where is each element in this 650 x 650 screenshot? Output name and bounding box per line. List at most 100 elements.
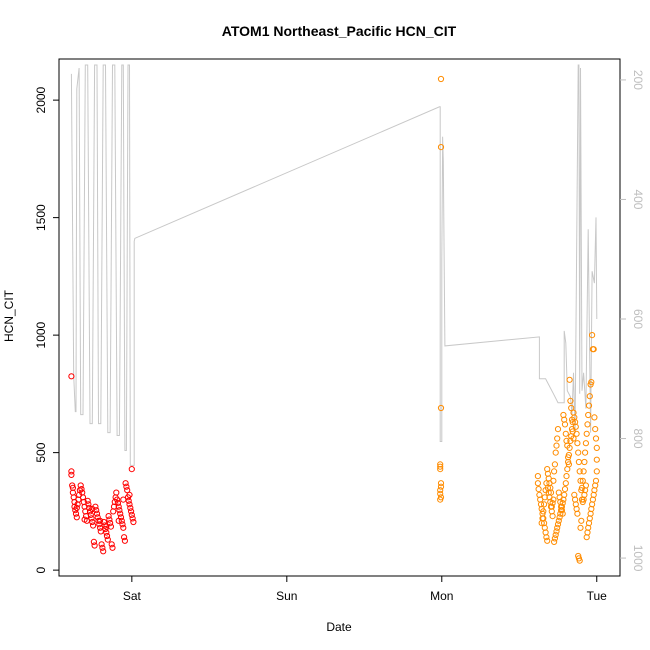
series-1-point [68, 373, 75, 380]
series-2-point [558, 503, 566, 510]
series-2-point [576, 557, 583, 564]
y-tick-label: 1000 [34, 321, 48, 348]
series-2-point [564, 466, 571, 473]
series-2-point [568, 426, 576, 433]
series-1-point [105, 513, 112, 520]
series-1-point [128, 511, 135, 519]
series-2-point [538, 520, 545, 527]
series-2-point [581, 458, 588, 466]
series-2-point [584, 421, 591, 428]
series-2-point [575, 458, 583, 466]
series-2-point [535, 486, 542, 493]
series-2-point [582, 449, 589, 456]
series-1-point [125, 497, 132, 504]
series-2-point [593, 444, 600, 451]
altitude-line [70, 64, 598, 466]
series-2-point [534, 480, 542, 487]
series-1-point [86, 504, 93, 511]
series-1-point [100, 518, 108, 526]
series-1-point [126, 501, 133, 508]
x-axis-label: Date [326, 620, 352, 634]
series-1-point [100, 548, 107, 555]
series-2-point [585, 402, 593, 409]
series-1-point [114, 500, 122, 507]
series-2-point [549, 500, 556, 507]
series-2-point [567, 397, 574, 404]
series-2-point [583, 430, 590, 437]
series-2-point [568, 404, 575, 412]
series-1-point [124, 487, 131, 494]
y2-tick-label: 1000 [631, 545, 645, 572]
series-1-point [130, 518, 137, 526]
series-2-point [549, 513, 556, 520]
series-2-point [541, 501, 548, 508]
series-1-point [99, 544, 106, 551]
series-2-point [590, 346, 597, 353]
series-2-point [577, 524, 584, 531]
series-2-point [577, 477, 584, 484]
series-2-point [570, 409, 577, 416]
series-1-point [123, 483, 130, 490]
series-2-point [566, 376, 573, 383]
y-tick-label: 500 [34, 442, 48, 462]
series-1-point [121, 537, 129, 544]
series-1-point [113, 489, 120, 496]
series-2-point [578, 517, 585, 524]
y2-axis: 200 400 600 800 1000 [620, 70, 645, 572]
series-1-point [97, 528, 104, 535]
series-1-point [126, 491, 133, 498]
x-tick-label: Sat [123, 589, 142, 603]
y-tick-label: 2000 [34, 86, 48, 113]
series-1-point [117, 510, 124, 517]
series-2-point [566, 444, 573, 451]
series-2-point [554, 521, 562, 528]
series-1-point [122, 480, 129, 487]
series-2-point [592, 426, 599, 433]
series-2-point [437, 75, 445, 83]
series-2-point [437, 463, 444, 470]
x-tick-label: Tue [587, 589, 608, 603]
series-1-point [108, 541, 115, 548]
series-1-point [91, 542, 98, 549]
series-1-point [109, 544, 116, 551]
series-1-point [68, 468, 75, 475]
series-1-point [118, 517, 125, 524]
series-1-point [106, 516, 113, 523]
series-1-point [129, 515, 136, 522]
y2-tick-label: 400 [631, 189, 645, 209]
series-2-point [437, 466, 444, 473]
series-1-point [89, 518, 96, 526]
series-2-point [555, 517, 562, 524]
series-2-point [557, 510, 564, 517]
series-1-point [103, 523, 110, 530]
series-2-point [588, 379, 595, 386]
series-1-point [73, 514, 80, 521]
series-2-point [540, 508, 547, 515]
x-axis: Sat Sun Mon Tue [123, 576, 607, 603]
series-2-point [559, 510, 566, 517]
series-2-point [573, 430, 580, 437]
series-2-point [563, 473, 570, 480]
series-1-point [90, 538, 98, 546]
series-2-point [543, 534, 550, 541]
y-tick-label: 0 [34, 566, 48, 573]
y2-tick-label: 800 [631, 429, 645, 449]
series-1-point [98, 541, 105, 548]
series-1-point [97, 517, 104, 524]
series-1-point [81, 516, 88, 523]
series-2-point [574, 440, 581, 447]
series-2-point [560, 496, 567, 503]
y-axis-label: HCN_CIT [2, 289, 16, 342]
series-2-point [554, 524, 561, 531]
series-2-point [553, 442, 560, 449]
series-2-point [556, 514, 563, 521]
series-2-point [586, 393, 593, 400]
series-2-point [551, 538, 558, 546]
series-2-point [593, 456, 600, 463]
series-2-point [574, 510, 581, 517]
series-2-point [437, 404, 445, 412]
series-2-point [543, 480, 550, 487]
series-2-point [575, 449, 582, 456]
series-2-point [591, 414, 598, 421]
